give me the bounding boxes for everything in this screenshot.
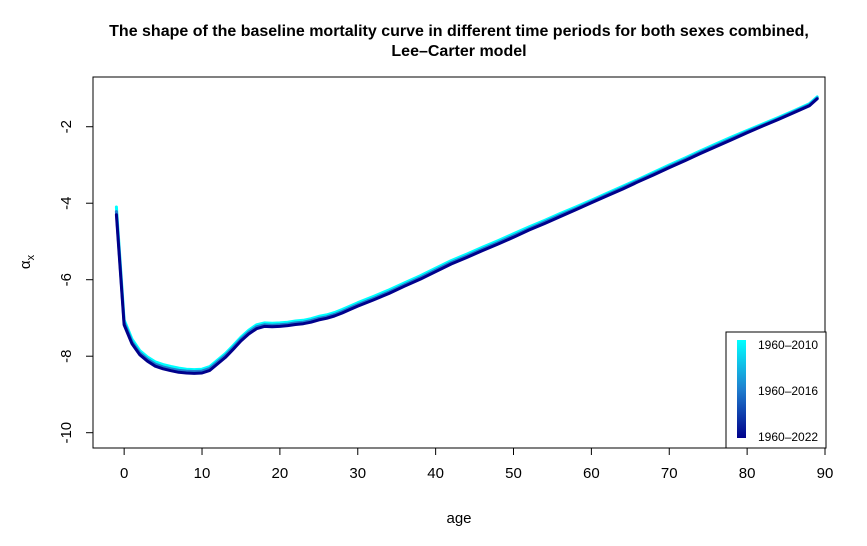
- x-tick-label-50: 50: [505, 465, 522, 482]
- y-tick-label-1: -8: [58, 350, 75, 363]
- x-tick-label-90: 90: [817, 465, 834, 482]
- legend-label-1960-2016: 1960–2016: [758, 384, 818, 398]
- chart-subtitle: Lee–Carter model: [391, 43, 526, 60]
- y-axis-label-main: α: [17, 260, 34, 269]
- y-tick-label-2: -6: [58, 273, 75, 286]
- series-line-1: [114, 96, 819, 373]
- y-tick-label-0: -10: [58, 422, 75, 444]
- y-axis: -10 -8 -6 -4 -2: [58, 120, 94, 444]
- legend: 1960–2010 1960–2016 1960–2022: [725, 331, 827, 449]
- x-tick-label-60: 60: [583, 465, 600, 482]
- x-tick-label-80: 80: [739, 465, 756, 482]
- chart-title: The shape of the baseline mortality curv…: [109, 23, 809, 40]
- x-tick-label-70: 70: [661, 465, 678, 482]
- x-tick-label-40: 40: [427, 465, 444, 482]
- plot-frame: [92, 76, 826, 449]
- x-tick-label-30: 30: [349, 465, 366, 482]
- series-line-0: [114, 95, 819, 372]
- y-axis-label: αx: [17, 254, 37, 269]
- legend-label-1960-2010: 1960–2010: [758, 338, 818, 352]
- x-axis-label: age: [446, 510, 471, 527]
- legend-color-bar: [737, 340, 746, 438]
- x-axis: 0 10 20 30 40 50 60 70 80 90: [120, 447, 834, 482]
- series-line-2: [114, 97, 819, 375]
- x-tick-label-0: 0: [120, 465, 128, 482]
- y-tick-label-4: -2: [58, 120, 75, 133]
- x-tick-label-20: 20: [272, 465, 289, 482]
- legend-label-1960-2022: 1960–2022: [758, 430, 818, 444]
- series-group: [114, 95, 819, 375]
- y-tick-label-3: -4: [58, 197, 75, 210]
- y-axis-label-sub: x: [25, 254, 37, 260]
- x-tick-label-10: 10: [194, 465, 211, 482]
